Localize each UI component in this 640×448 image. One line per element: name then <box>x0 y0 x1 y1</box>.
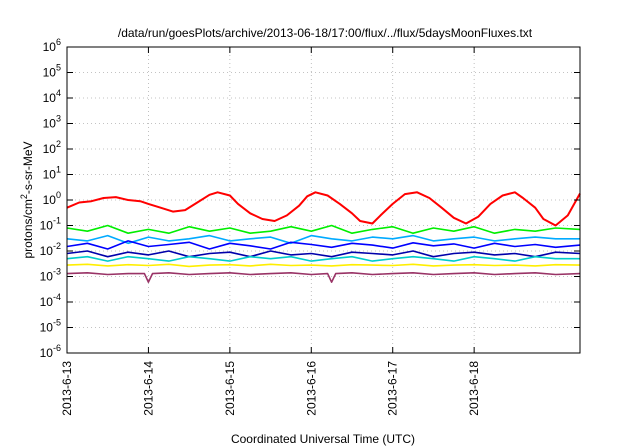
x-tick-label: 2013-6-17 <box>386 361 400 416</box>
y-tick-label: 106 <box>43 37 61 54</box>
series-line-3 <box>66 234 580 245</box>
grid <box>66 47 580 353</box>
series-line-2 <box>66 224 581 234</box>
series-line-1 <box>66 191 581 227</box>
y-tick-label: 10-5 <box>40 318 61 335</box>
y-tick-label: 102 <box>43 139 61 156</box>
y-axis-label-base: protons/cm <box>21 199 35 258</box>
y-tick-label: 10-1 <box>40 216 61 233</box>
x-tick-label: 2013-6-16 <box>304 361 318 416</box>
series-line-4 <box>66 240 581 250</box>
x-tick-label: 2013-6-13 <box>60 361 74 416</box>
y-tick-label: 100 <box>43 190 61 207</box>
y-axis-label-sup: 2 <box>19 194 29 199</box>
series-group <box>66 191 581 284</box>
x-tick-label: 2013-6-18 <box>467 361 481 416</box>
x-tick-label: 2013-6-15 <box>223 361 237 416</box>
y-axis: 106 105 104 103 102 101 100 10-1 10-2 10-3 10-4 10-… <box>40 37 580 360</box>
series-line-8 <box>66 271 581 284</box>
y-tick-label: 104 <box>43 88 61 105</box>
y-tick-label: 105 <box>43 63 61 80</box>
x-axis-label: Coordinated Universal Time (UTC) <box>231 432 415 446</box>
x-axis: 2013-6-13 2013-6-14 2013-6-15 2013-6-16 2013… <box>60 47 481 416</box>
y-axis-label: protons/cm2-s-sr-MeV <box>19 141 35 258</box>
y-tick-label: 10-3 <box>40 267 61 284</box>
y-tick-label: 10-4 <box>40 292 61 309</box>
series-line-5 <box>66 250 581 258</box>
y-tick-label: 10-6 <box>40 343 61 360</box>
chart-title: /data/run/goesPlots/archive/2013-06-18/1… <box>118 26 533 40</box>
y-tick-label: 101 <box>43 165 61 182</box>
x-tick-label: 2013-6-14 <box>141 361 155 416</box>
y-tick-label: 103 <box>43 114 61 131</box>
series-line-6 <box>66 255 580 262</box>
y-tick-label: 10-2 <box>40 241 61 258</box>
series-line-7 <box>66 263 581 268</box>
y-axis-label-rest: -s-sr-MeV <box>21 141 35 194</box>
